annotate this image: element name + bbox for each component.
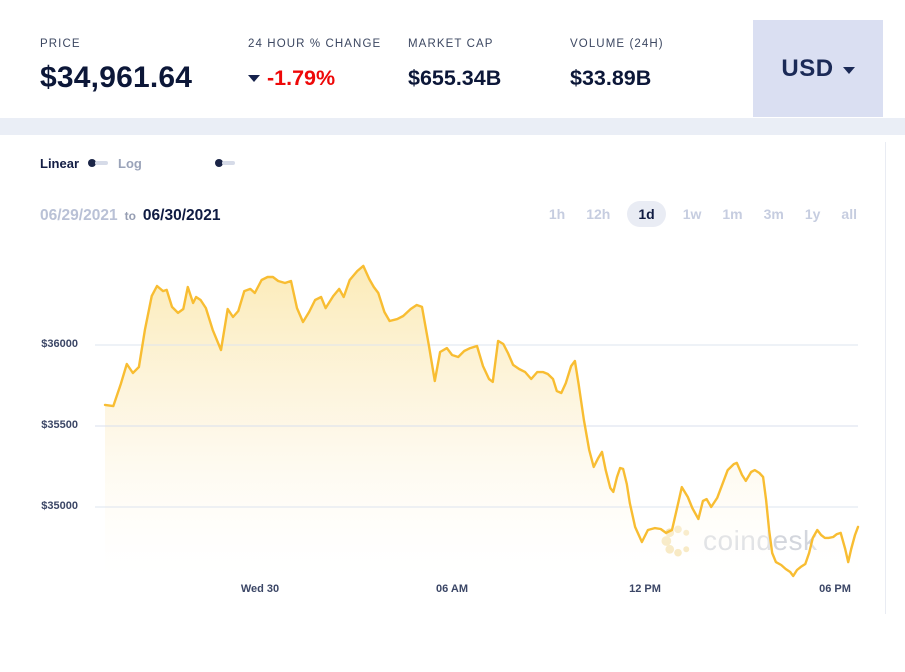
x-axis-label-wed30: Wed 30: [240, 583, 280, 595]
change-value-row: -1.79%: [248, 66, 381, 91]
range-1y[interactable]: 1y: [804, 206, 821, 222]
price-area-fill: [105, 265, 858, 582]
price-value: $34,961.64: [40, 61, 193, 94]
range-1d[interactable]: 1d: [627, 201, 666, 227]
date-range-start[interactable]: 06/29/2021: [40, 207, 118, 224]
y-axis-label-35500: $35500: [41, 419, 78, 431]
toggle-knob: [214, 159, 223, 167]
range-1m[interactable]: 1m: [722, 206, 743, 222]
x-axis-label-12pm: 12 PM: [629, 583, 661, 595]
currency-selector-button[interactable]: USD: [753, 20, 883, 117]
secondary-toggle[interactable]: [214, 159, 235, 167]
header-divider-band: [0, 118, 905, 135]
volume-label: VOLUME (24H): [570, 38, 664, 50]
market-cap-label: MARKET CAP: [408, 38, 494, 50]
range-3m[interactable]: 3m: [763, 206, 784, 222]
date-range-separator: to: [124, 209, 136, 223]
price-label: PRICE: [40, 38, 81, 50]
change-label: 24 HOUR % CHANGE: [248, 38, 382, 50]
log-label: Log: [118, 155, 142, 171]
range-1h[interactable]: 1h: [548, 206, 566, 222]
caret-down-icon: [842, 66, 855, 74]
linear-label: Linear: [40, 155, 80, 171]
toggle-track: [221, 161, 235, 165]
volume-value: $33.89B: [570, 66, 652, 90]
range-12h[interactable]: 12h: [586, 206, 611, 222]
change-value: -1.79%: [267, 66, 336, 90]
y-axis-label-36000: $36000: [41, 338, 78, 350]
date-range: 06/29/2021 to 06/30/2021: [40, 207, 220, 225]
time-range-selector: 1h 12h 1d 1w 1m 3m 1y all: [548, 201, 857, 227]
toggle-track: [95, 161, 109, 165]
down-arrow-icon: [248, 75, 260, 82]
price-stat: PRICE $34,961.64: [40, 38, 192, 95]
chart-right-border: [885, 142, 886, 614]
price-line: [103, 264, 860, 578]
x-axis-label-06am: 06 AM: [436, 583, 468, 595]
linear-log-toggle[interactable]: [88, 159, 109, 167]
date-range-end[interactable]: 06/30/2021: [142, 207, 221, 224]
y-axis-label-35000: $35000: [41, 500, 78, 512]
change-stat: 24 HOUR % CHANGE -1.79%: [248, 38, 381, 91]
currency-label: USD: [781, 54, 834, 82]
scale-controls: Linear Log: [40, 154, 235, 172]
toggle-knob: [88, 159, 97, 167]
x-axis-label-06pm: 06 PM: [819, 583, 851, 595]
market-cap-stat: MARKET CAP $655.34B: [408, 38, 501, 91]
range-1w[interactable]: 1w: [682, 206, 702, 222]
volume-stat: VOLUME (24H) $33.89B: [570, 38, 664, 91]
range-all[interactable]: all: [841, 206, 857, 222]
market-cap-value: $655.34B: [408, 66, 502, 90]
